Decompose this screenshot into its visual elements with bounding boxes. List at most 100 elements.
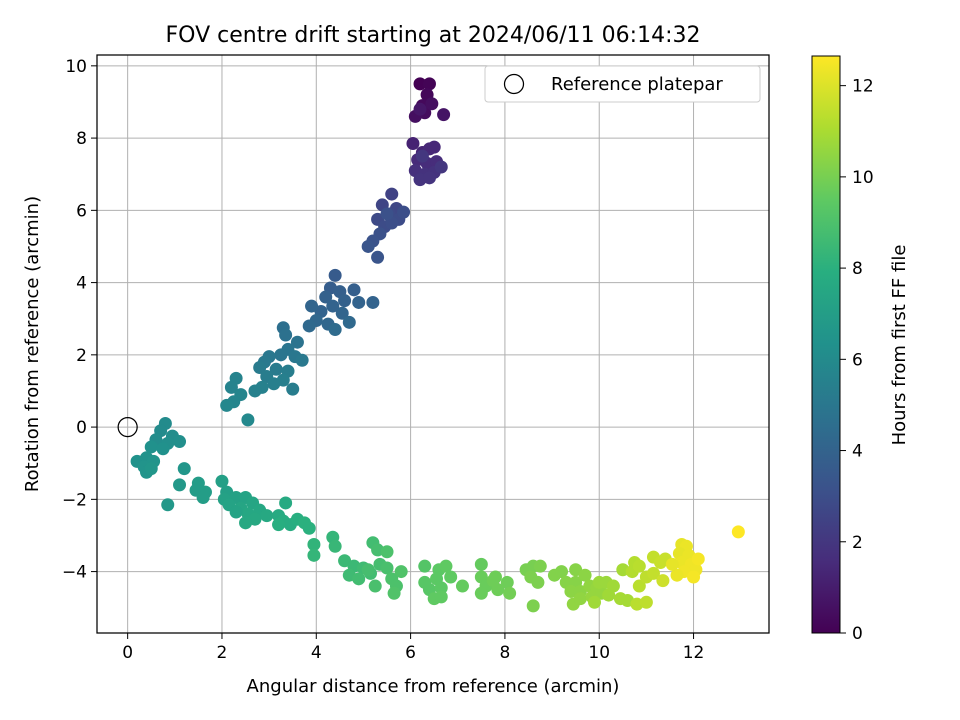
data-point [380, 545, 394, 559]
data-point [328, 323, 342, 337]
data-point [588, 595, 602, 609]
x-tick-label: 2 [217, 643, 228, 663]
data-point [229, 505, 243, 519]
data-point [366, 295, 380, 309]
data-point [406, 137, 420, 151]
data-point [434, 160, 448, 174]
data-point [156, 442, 170, 456]
data-point [279, 328, 293, 342]
x-tick-label: 4 [311, 643, 322, 663]
data-point [385, 187, 399, 201]
data-point [274, 348, 288, 362]
data-point [439, 559, 453, 573]
data-point [352, 572, 366, 586]
y-axis-ticks: −4 −2 0 2 4 6 8 10 [62, 57, 97, 583]
data-point [533, 559, 547, 573]
data-point [260, 509, 274, 523]
colorbar-tick-label: 6 [852, 350, 863, 370]
data-point [342, 315, 356, 329]
data-point [474, 557, 488, 571]
data-point [418, 559, 432, 573]
data-point [670, 568, 684, 582]
data-point [307, 537, 321, 551]
data-point [665, 557, 679, 571]
data-point [328, 268, 342, 282]
data-point [286, 382, 300, 396]
data-point [639, 595, 653, 609]
data-point [632, 559, 646, 573]
data-point [371, 250, 385, 264]
data-point [196, 491, 210, 505]
data-point [564, 584, 578, 598]
data-point [397, 205, 411, 219]
y-tick-label: 4 [76, 274, 87, 294]
x-axis-label: Angular distance from reference (arcmin) [247, 676, 620, 697]
data-point [555, 565, 569, 579]
y-tick-label: 6 [76, 201, 87, 221]
data-point [361, 563, 375, 577]
y-tick-label: 10 [65, 57, 87, 77]
data-point [347, 283, 361, 297]
data-point [422, 77, 436, 91]
data-point [144, 462, 158, 476]
legend: Reference platepar [484, 65, 761, 103]
data-point [656, 574, 670, 588]
chart-title: FOV centre drift starting at 2024/06/11 … [166, 23, 701, 48]
data-point [646, 566, 660, 580]
data-point [573, 592, 587, 606]
data-point [394, 565, 408, 579]
data-point [267, 377, 281, 391]
data-point [328, 539, 342, 553]
data-point [455, 579, 469, 593]
data-point [413, 102, 427, 116]
data-point [380, 561, 394, 575]
data-point [241, 413, 255, 427]
data-point [687, 570, 701, 584]
data-point [606, 579, 620, 593]
data-point [224, 380, 238, 394]
data-point [444, 570, 458, 584]
data-point [144, 440, 158, 454]
legend-box [484, 65, 761, 103]
x-tick-label: 6 [405, 643, 416, 663]
data-point [248, 384, 262, 398]
data-point [338, 294, 352, 308]
data-point [307, 548, 321, 562]
data-point [335, 306, 349, 320]
data-point [434, 581, 448, 595]
colorbar-tick-label: 8 [852, 259, 863, 279]
y-tick-label: −4 [62, 563, 87, 583]
data-point [302, 319, 316, 333]
colorbar-tick-label: 10 [852, 168, 874, 188]
data-point [302, 521, 316, 535]
data-point [380, 207, 394, 221]
data-point [361, 239, 375, 253]
data-point [173, 435, 187, 449]
data-point [731, 525, 745, 539]
legend-marker [503, 73, 525, 95]
data-point [434, 590, 448, 604]
x-tick-label: 0 [122, 643, 133, 663]
data-point [269, 362, 283, 376]
y-tick-label: 8 [76, 129, 87, 149]
data-point [503, 586, 517, 600]
data-point [569, 563, 583, 577]
data-point [691, 552, 705, 566]
y-tick-label: 0 [76, 418, 87, 438]
y-axis-label: Rotation from reference (arcmin) [22, 196, 43, 492]
x-tick-label: 8 [500, 643, 511, 663]
colorbar-ticks: 0 2 4 6 8 10 12 [840, 77, 874, 644]
data-point [295, 353, 309, 367]
colorbar-tick-label: 12 [852, 77, 874, 97]
data-point [526, 599, 540, 613]
data-point [437, 108, 451, 122]
data-point [427, 140, 441, 154]
data-point [425, 97, 439, 111]
colorbar-tick-label: 4 [852, 442, 863, 462]
colorbar-label: Hours from first FF file [889, 245, 910, 446]
data-point [486, 574, 500, 588]
data-point [578, 568, 592, 582]
reference-marker [117, 416, 138, 438]
data-point [352, 295, 366, 309]
